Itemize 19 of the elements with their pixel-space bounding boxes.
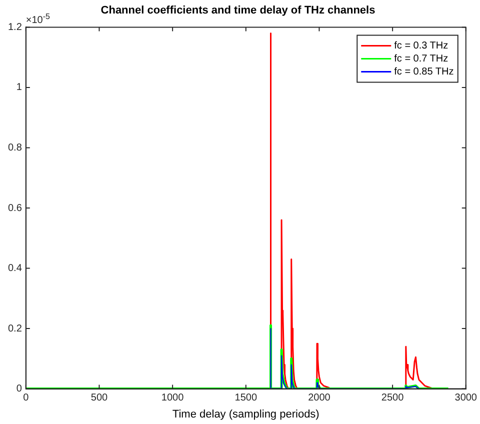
x-tick-label: 2000 <box>308 392 331 404</box>
y-tick-label: 1 <box>16 82 22 94</box>
legend-label: fc = 0.85 THz <box>394 66 454 78</box>
x-tick-label: 1000 <box>161 392 184 404</box>
legend-label: fc = 0.7 THz <box>394 53 448 64</box>
x-tick-label: 0 <box>23 392 30 404</box>
x-tick-label: 500 <box>90 392 108 404</box>
x-tick-label: 1500 <box>234 392 258 404</box>
y-tick-label: 0.8 <box>8 142 22 154</box>
x-tick-label: 2500 <box>381 392 404 404</box>
y-tick-label: 1.2 <box>8 22 22 33</box>
y-tick-label: 0.4 <box>8 263 22 274</box>
y-tick-label: 0.6 <box>8 202 22 214</box>
legend-label: fc = 0.3 THz <box>394 40 448 52</box>
chart-title: Channel coefficients and time delay of THz channels <box>100 4 376 17</box>
y-tick-label: 0 <box>16 384 22 395</box>
y-tick-label: 0.2 <box>8 323 22 334</box>
x-axis-title: Time delay (sampling periods) <box>172 408 320 420</box>
x-tick-label: 3000 <box>454 392 478 404</box>
